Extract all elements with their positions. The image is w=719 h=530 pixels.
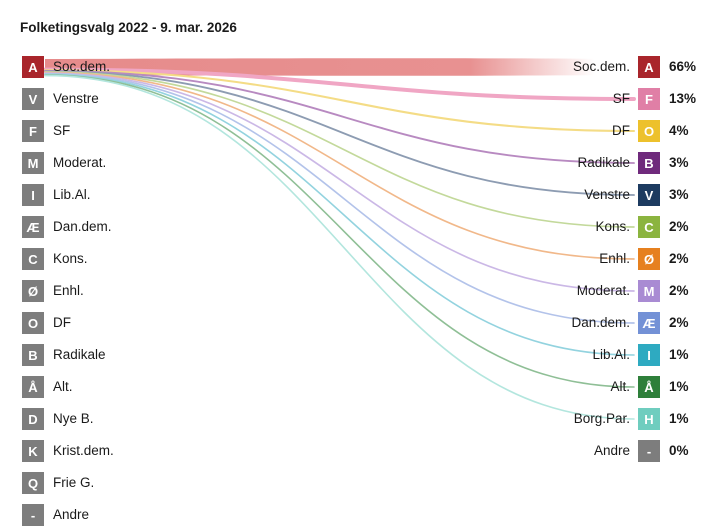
right-party-badge: O xyxy=(638,120,660,142)
left-party-badge: A xyxy=(22,56,44,78)
right-party-name: Enhl. xyxy=(599,251,630,266)
left-party-badge: M xyxy=(22,152,44,174)
left-party-name: Nye B. xyxy=(53,411,94,426)
right-party-percent: 1% xyxy=(669,379,689,394)
flow-line xyxy=(44,72,635,292)
left-party-badge: O xyxy=(22,312,44,334)
right-party-percent: 4% xyxy=(669,123,689,138)
left-party-name: Krist.dem. xyxy=(53,443,114,458)
flow-line xyxy=(44,74,635,420)
left-party-badge: Ø xyxy=(22,280,44,302)
right-party-badge: M xyxy=(638,280,660,302)
right-party-name: Moderat. xyxy=(576,283,630,298)
flow-line xyxy=(43,67,636,101)
left-party-name: Dan.dem. xyxy=(53,219,112,234)
flow-line xyxy=(44,71,635,228)
left-party-name: Soc.dem. xyxy=(53,59,111,74)
right-party-name: Alt. xyxy=(610,379,630,394)
right-party-name: Soc.dem. xyxy=(572,59,630,74)
right-party-badge: B xyxy=(638,152,660,174)
left-party-name: Radikale xyxy=(53,347,106,362)
right-party-badge: Æ xyxy=(638,312,660,334)
left-party-badge: V xyxy=(22,88,44,110)
flow-line xyxy=(43,69,636,133)
left-party-badge: D xyxy=(22,408,44,430)
right-party-percent: 2% xyxy=(669,251,689,266)
chart-title: Folketingsvalg 2022 - 9. mar. 2026 xyxy=(20,20,237,35)
left-party-name: Alt. xyxy=(53,379,73,394)
right-party-badge: C xyxy=(638,216,660,238)
left-party-badge: Å xyxy=(22,376,44,398)
right-party-name: Lib.Al. xyxy=(592,347,630,362)
right-party-percent: 3% xyxy=(669,155,689,170)
right-party-name: Andre xyxy=(593,443,630,458)
left-party-name: Venstre xyxy=(53,91,99,106)
right-party-name: SF xyxy=(612,91,630,106)
left-party-name: Moderat. xyxy=(53,155,107,170)
left-party-name: Andre xyxy=(53,507,90,522)
flow-line xyxy=(44,73,635,356)
right-party-percent: 66% xyxy=(669,59,697,74)
right-party-name: Kons. xyxy=(595,219,630,234)
left-party-badge: I xyxy=(22,184,44,206)
right-party-name: Borg.Par. xyxy=(573,411,630,426)
flow-line xyxy=(44,74,635,388)
left-party-badge: C xyxy=(22,248,44,270)
right-party-percent: 0% xyxy=(669,443,689,458)
left-party-name: SF xyxy=(53,123,71,138)
right-party-badge: Ø xyxy=(638,248,660,270)
left-party-name: Enhl. xyxy=(53,283,84,298)
flow-line xyxy=(44,71,635,260)
flow-line xyxy=(44,72,635,324)
right-party-badge: I xyxy=(638,344,660,366)
right-party-percent: 2% xyxy=(669,283,689,298)
flow-line xyxy=(44,70,635,196)
left-party-badge: Q xyxy=(22,472,44,494)
left-party-badge: B xyxy=(22,344,44,366)
flow-line xyxy=(44,69,635,164)
right-party-percent: 1% xyxy=(669,411,689,426)
left-party-badge: K xyxy=(22,440,44,462)
right-party-name: DF xyxy=(612,123,630,138)
right-party-percent: 2% xyxy=(669,219,689,234)
right-party-badge: V xyxy=(638,184,660,206)
right-party-badge: A xyxy=(638,56,660,78)
right-party-percent: 2% xyxy=(669,315,689,330)
left-party-badge: F xyxy=(22,120,44,142)
left-party-name: DF xyxy=(53,315,71,330)
right-party-badge: H xyxy=(638,408,660,430)
right-party-badge: - xyxy=(638,440,660,462)
right-party-percent: 13% xyxy=(669,91,697,106)
right-party-name: Radikale xyxy=(577,155,630,170)
right-party-badge: Å xyxy=(638,376,660,398)
right-party-percent: 1% xyxy=(669,347,689,362)
left-party-name: Lib.Al. xyxy=(53,187,91,202)
right-party-badge: F xyxy=(638,88,660,110)
left-party-badge: Æ xyxy=(22,216,44,238)
left-party-name: Frie G. xyxy=(53,475,95,490)
right-party-name: Dan.dem. xyxy=(571,315,630,330)
left-party-name: Kons. xyxy=(53,251,88,266)
left-party-badge: - xyxy=(22,504,44,526)
right-party-name: Venstre xyxy=(584,187,630,202)
right-party-percent: 3% xyxy=(669,187,689,202)
